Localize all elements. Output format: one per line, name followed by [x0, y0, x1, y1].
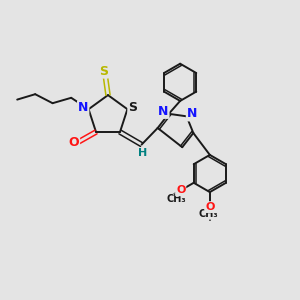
Text: CH₃: CH₃ — [167, 194, 186, 204]
Text: O: O — [205, 202, 214, 212]
Text: N: N — [187, 107, 197, 120]
Text: S: S — [99, 64, 108, 78]
Text: S: S — [128, 101, 137, 114]
Text: O: O — [176, 185, 185, 195]
Text: CH₃: CH₃ — [199, 209, 218, 219]
Text: N: N — [78, 101, 88, 114]
Text: O: O — [68, 136, 79, 149]
Text: H: H — [139, 148, 148, 158]
Text: N: N — [158, 105, 169, 118]
